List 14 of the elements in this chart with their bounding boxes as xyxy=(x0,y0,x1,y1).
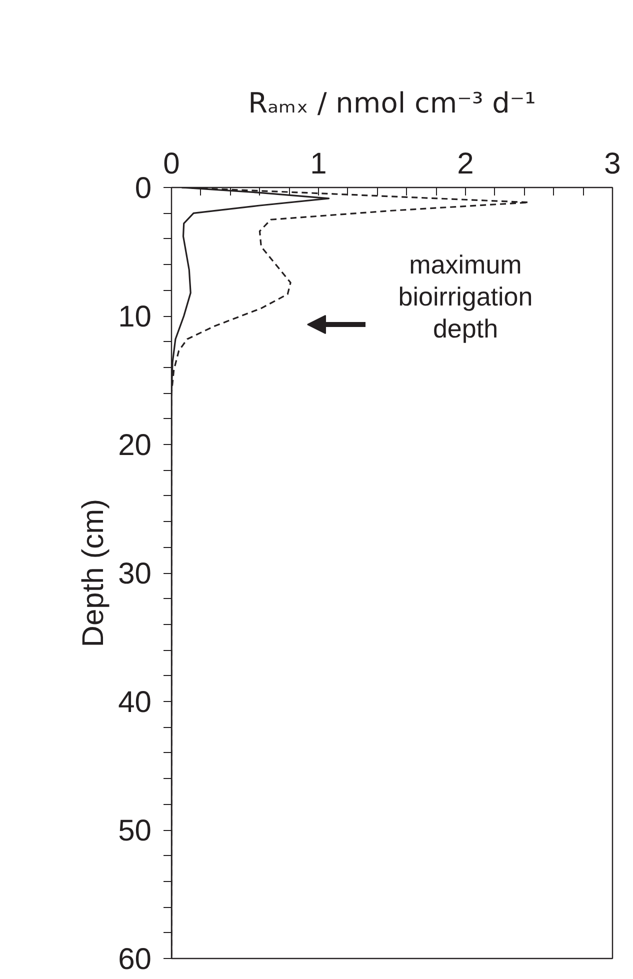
x-tick-label: 3 xyxy=(604,148,621,180)
x-axis-title: Rₐₘₓ / nmol cm⁻³ d⁻¹ xyxy=(248,86,536,120)
x-tick-label: 0 xyxy=(163,148,180,180)
y-axis-title: Depth (cm) xyxy=(77,498,110,648)
y-tick-label: 20 xyxy=(118,429,152,462)
annotation: maximum bioirrigation depth xyxy=(398,250,533,344)
y-tick-label: 10 xyxy=(118,300,152,334)
x-tick-label: 1 xyxy=(310,148,327,180)
y-tick-label: 60 xyxy=(118,943,152,976)
y-tick-label: 0 xyxy=(134,172,152,205)
x-tick-label: 2 xyxy=(457,148,474,180)
y-tick-label: 40 xyxy=(118,686,152,719)
y-tick-label: 30 xyxy=(118,558,152,590)
y-tick-label: 50 xyxy=(118,814,152,848)
